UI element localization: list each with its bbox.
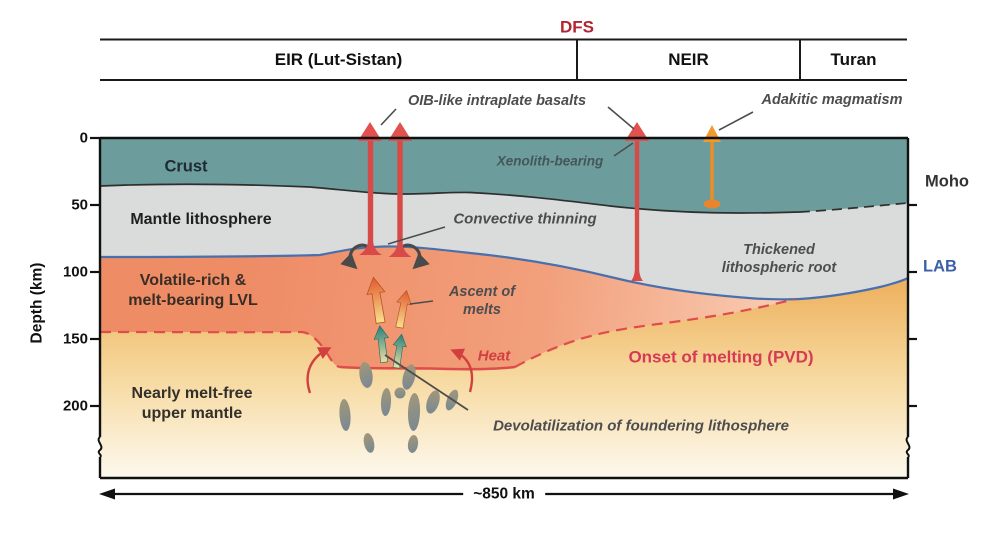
- blob: [359, 362, 373, 388]
- pointer-line: [409, 300, 434, 305]
- volatile-ascent-arrows: [373, 325, 407, 369]
- depth-tick-label-150: 150: [62, 330, 88, 348]
- pointer-line: [718, 111, 754, 131]
- pointer-line: [607, 106, 635, 130]
- heat-arrow-icon: [450, 348, 474, 393]
- blob: [339, 399, 351, 431]
- volatile-arrow-icon: [392, 333, 407, 369]
- blob: [407, 393, 421, 431]
- pointer-line: [613, 142, 634, 157]
- heat-arrows: [306, 347, 474, 394]
- depth-tick-label-50: 50: [71, 196, 88, 214]
- moho-line: [100, 183, 801, 214]
- blob: [402, 364, 416, 390]
- depth-tick-label-100: 100: [62, 263, 88, 281]
- volcano-icon: [388, 122, 412, 141]
- pointer-lines: [380, 106, 754, 411]
- moho-line-dashed: [799, 202, 908, 213]
- zone-eir: EIR (Lut-Sistan): [274, 50, 403, 69]
- crust-layer: [100, 138, 908, 213]
- volcano-conduit: [631, 140, 643, 281]
- tectonic-zone-header: [100, 38, 907, 81]
- heat-arrow-icon: [306, 347, 332, 394]
- volcano-icon: [358, 122, 382, 141]
- depth-tick-label-200: 200: [62, 397, 88, 415]
- axis-break-icon: [97, 436, 103, 458]
- melting-boundary-dashed-left: [100, 330, 341, 369]
- depth-tick-label-0: 0: [79, 129, 88, 147]
- magma-sill: [703, 199, 721, 209]
- volcano-conduit: [359, 140, 382, 255]
- scale-arrow: [99, 488, 909, 500]
- melt-arrow-icon: [366, 276, 386, 324]
- blob: [407, 435, 419, 453]
- axis-break-icon: [905, 436, 911, 458]
- volcano-conduit: [388, 140, 412, 257]
- melting-boundary-dashed-right: [514, 297, 796, 368]
- pointer-line: [380, 108, 397, 126]
- volcano-icon: [703, 125, 721, 142]
- zone-turan: Turan: [830, 50, 877, 69]
- volcano-icon: [625, 122, 649, 141]
- volcano-conduits: [359, 140, 721, 281]
- blob: [380, 388, 392, 416]
- volatile-arrow-icon: [373, 325, 390, 364]
- lab-line: [100, 245, 908, 301]
- zone-neir: NEIR: [668, 50, 709, 69]
- blob: [363, 433, 375, 453]
- pointer-line: [387, 226, 446, 245]
- pointer-line: [384, 354, 469, 411]
- blob: [394, 387, 406, 399]
- frame: [97, 136, 911, 480]
- volcano-conduit: [710, 140, 714, 200]
- depth-ticks: [90, 136, 917, 408]
- blob: [426, 390, 440, 414]
- foundering-lithosphere-blobs: [339, 362, 459, 453]
